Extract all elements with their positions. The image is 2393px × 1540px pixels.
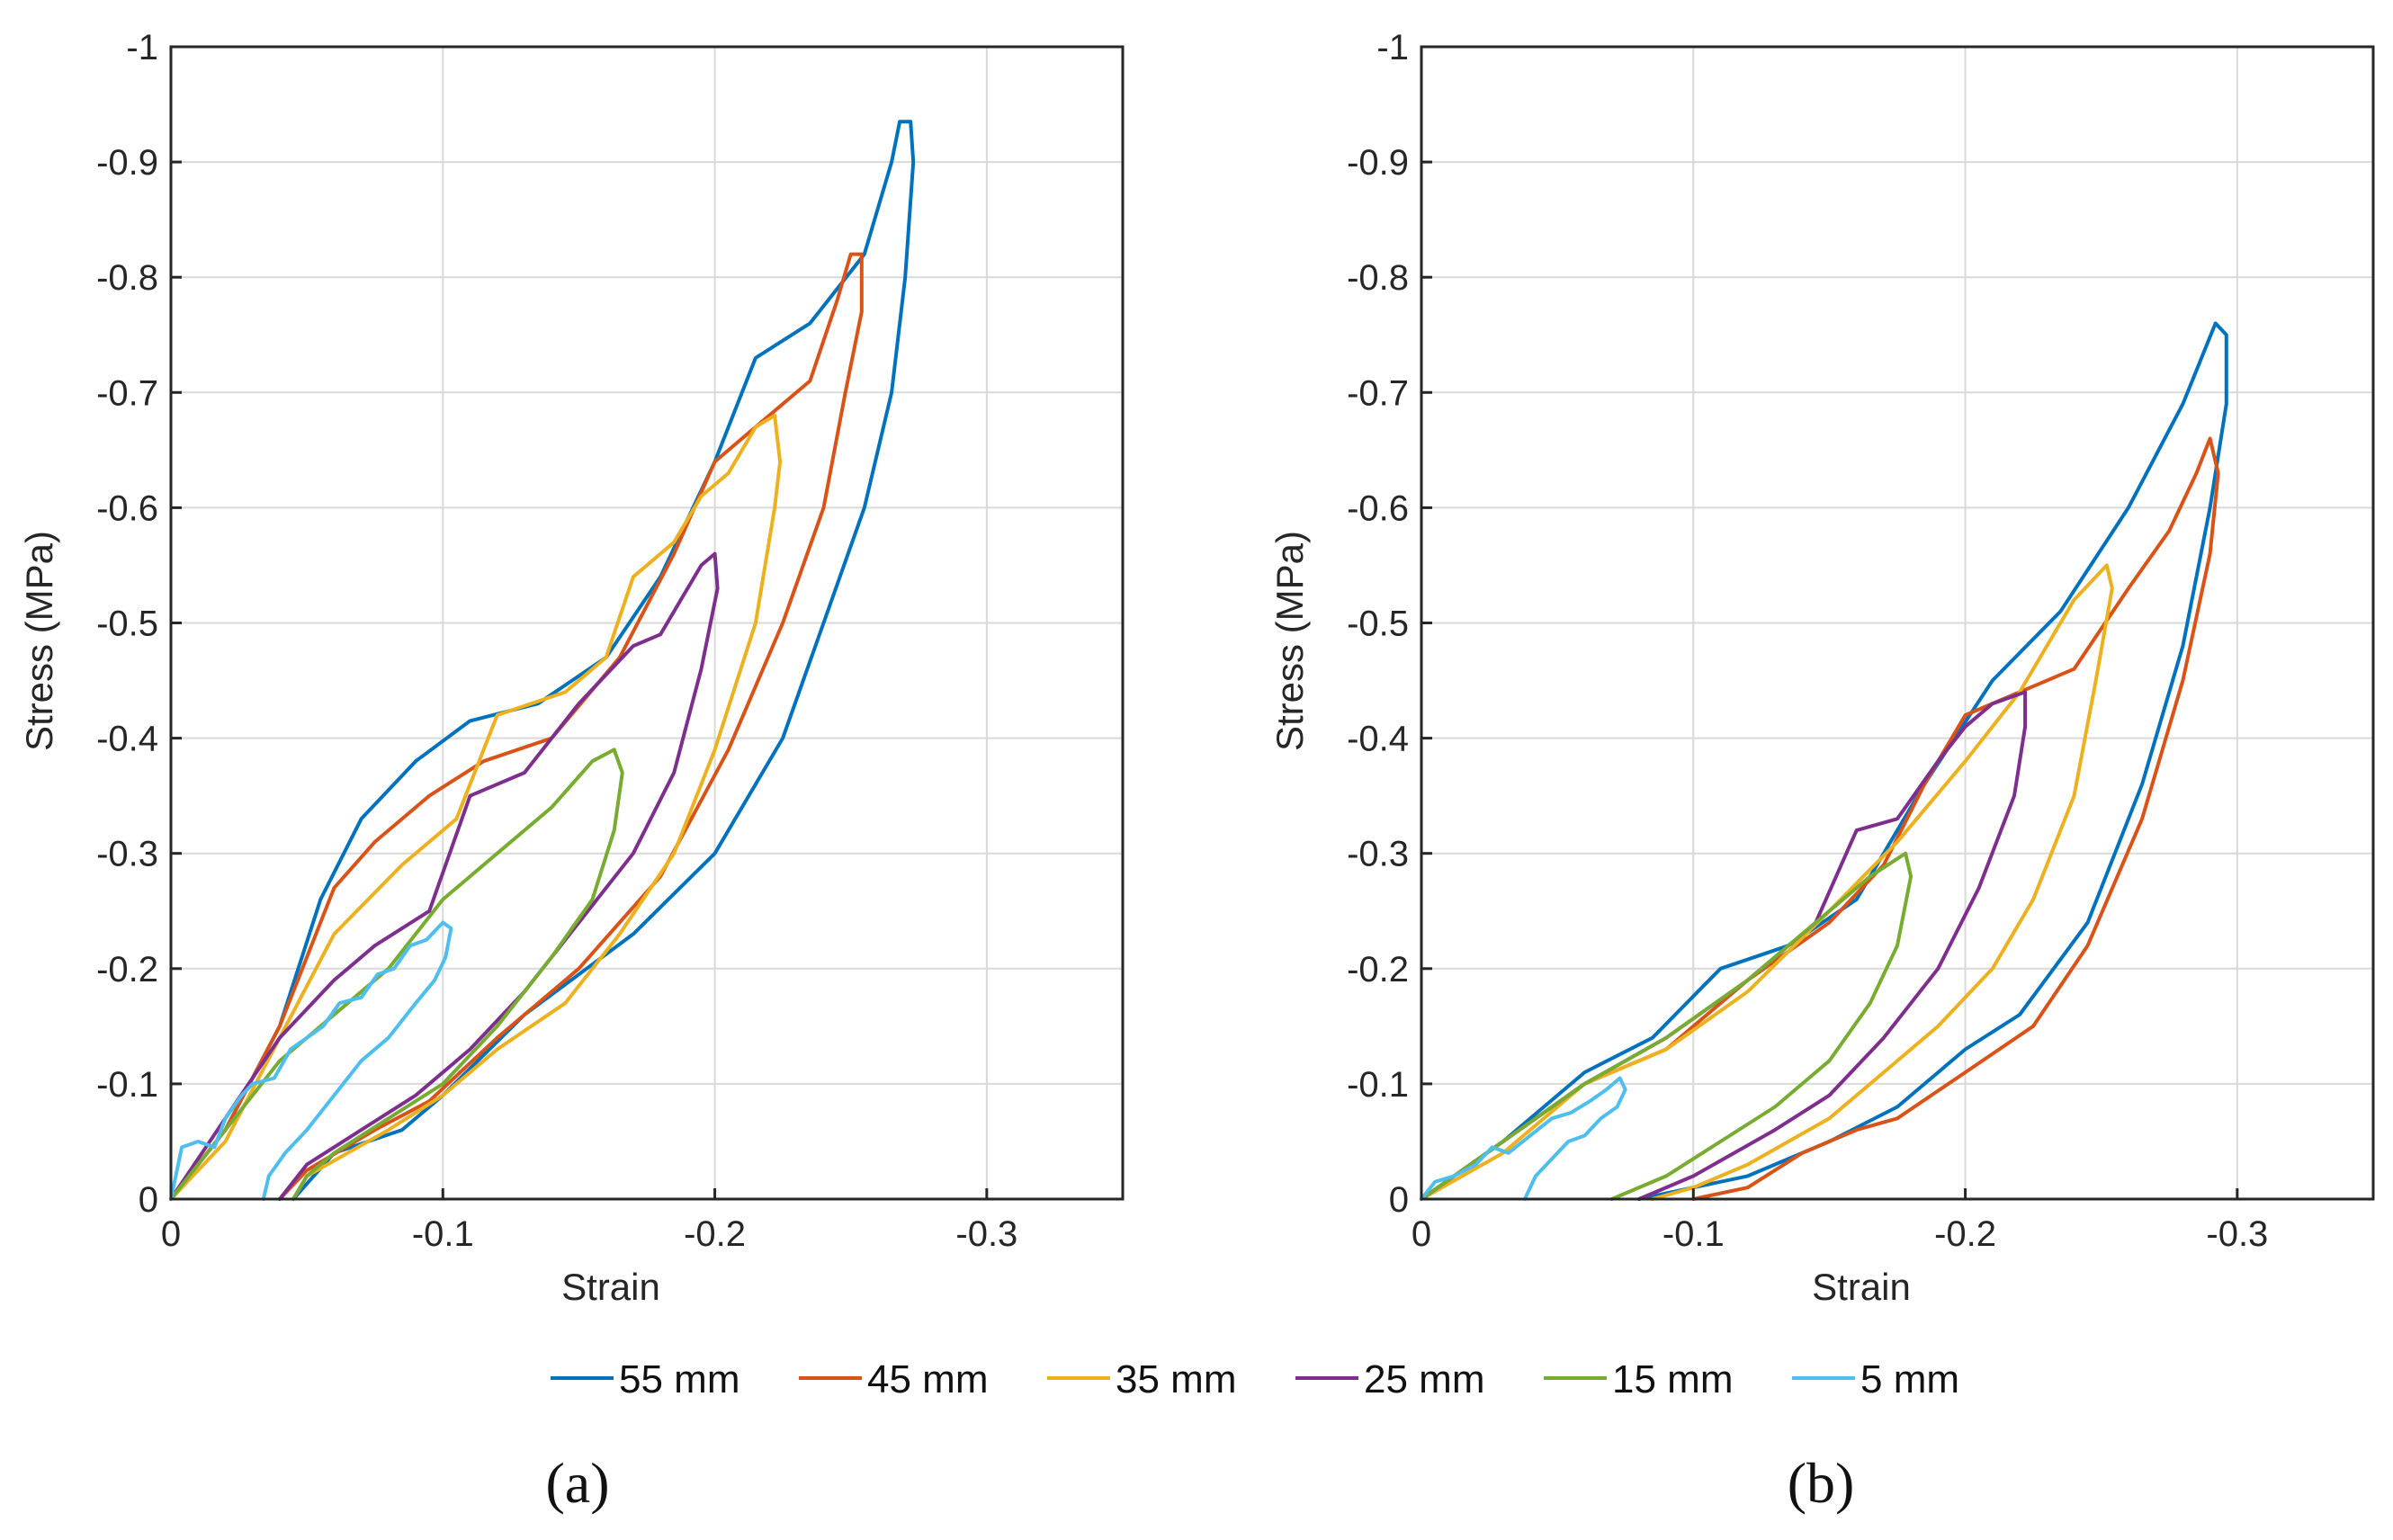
x-tick-label: -0.2 — [1934, 1214, 1996, 1254]
y-tick-label: -0.6 — [96, 488, 158, 528]
series-line-45-mm — [169, 252, 864, 1201]
legend-label: 15 mm — [1612, 1357, 1733, 1401]
x-axis-label: Strain — [1812, 1266, 1911, 1308]
x-tick-label: -0.2 — [684, 1214, 746, 1254]
y-tick-label: -0.9 — [1347, 143, 1409, 183]
x-tick-label: -0.1 — [1663, 1214, 1725, 1254]
y-tick-label: -1 — [126, 28, 158, 67]
y-tick-label: -0.1 — [1347, 1065, 1409, 1105]
series-line-15-mm — [169, 748, 624, 1201]
y-tick-label: -0.4 — [1347, 720, 1409, 759]
legend-label: 25 mm — [1364, 1357, 1484, 1401]
legend-label: 35 mm — [1116, 1357, 1236, 1401]
legend: 55 mm 45 mm 35 mm 25 mm 15 mm 5 mm — [551, 1357, 1959, 1401]
x-tick-label: -0.3 — [955, 1214, 1017, 1254]
y-tick-label: 0 — [1389, 1180, 1409, 1220]
panel-b-chart: 0 -0.1 -0.2 -0.3 0 -0.1 -0.2 -0.3 -0.4 -0.5 -0.6 -0… — [1268, 28, 2375, 1308]
y-tick-label: -0.7 — [96, 373, 158, 413]
y-axis-label: Stress (MPa) — [18, 531, 60, 751]
y-tick-label: -0.3 — [96, 835, 158, 874]
panel-label-a: (a) — [545, 1451, 609, 1515]
y-tick-label: -0.2 — [96, 950, 158, 989]
y-tick-label: -0.5 — [1347, 604, 1409, 644]
legend-label: 45 mm — [867, 1357, 988, 1401]
y-tick-label: -1 — [1376, 28, 1409, 67]
y-tick-label: -0.1 — [96, 1065, 158, 1105]
y-tick-label: -0.8 — [1347, 258, 1409, 298]
y-tick-label: -0.6 — [1347, 488, 1409, 528]
series-line-35-mm — [1420, 563, 2114, 1201]
series-line-25-mm — [169, 551, 720, 1201]
x-tick-label: 0 — [161, 1214, 181, 1254]
x-tick-label: 0 — [1412, 1214, 1431, 1254]
y-tick-label: -0.4 — [96, 720, 158, 759]
series-line-35-mm — [169, 413, 783, 1201]
series-line-55-mm — [1420, 321, 2228, 1201]
x-tick-label: -0.3 — [2206, 1214, 2268, 1254]
y-tick-label: -0.3 — [1347, 835, 1409, 874]
panel-label-b: (b) — [1788, 1451, 1855, 1515]
y-tick-label: 0 — [139, 1180, 158, 1220]
series-line-5-mm — [169, 920, 453, 1201]
series-line-15-mm — [1420, 851, 1914, 1201]
y-tick-label: -0.8 — [96, 258, 158, 298]
series-line-5-mm — [1420, 1076, 1627, 1201]
panel-a-chart: 0 -0.1 -0.2 -0.3 0 -0.1 -0.2 -0.3 -0.4 -0.5 -0.6 -0… — [18, 28, 1125, 1308]
y-tick-label: -0.5 — [96, 604, 158, 644]
legend-label: 55 mm — [619, 1357, 739, 1401]
x-tick-label: -0.1 — [412, 1214, 474, 1254]
series-line-45-mm — [1420, 436, 2220, 1201]
series-line-25-mm — [1420, 690, 2028, 1201]
legend-label: 5 mm — [1860, 1357, 1959, 1401]
y-axis-label: Stress (MPa) — [1268, 531, 1311, 751]
x-axis-label: Strain — [561, 1266, 660, 1308]
y-tick-label: -0.2 — [1347, 950, 1409, 989]
y-tick-label: -0.7 — [1347, 373, 1409, 413]
series-line-55-mm — [169, 120, 916, 1201]
y-tick-label: -0.9 — [96, 143, 158, 183]
